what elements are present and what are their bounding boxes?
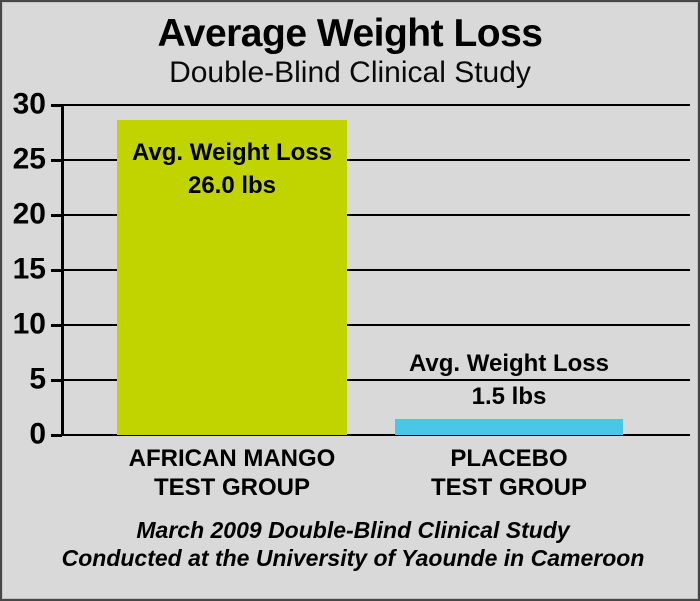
chart-subtitle: Double-Blind Clinical Study	[169, 56, 531, 89]
gridline-5	[62, 379, 690, 381]
plot-area: Avg. Weight Loss 26.0 lbs Avg. Weight Lo…	[13, 89, 690, 449]
chart-title: Average Weight Loss	[157, 12, 543, 55]
y-tick-20	[51, 213, 62, 217]
y-axis-label-25: 25	[12, 142, 46, 176]
category-placebo-line2: TEST GROUP	[430, 474, 587, 501]
category-placebo-line1: PLACEBO	[450, 445, 568, 472]
footer-caption: March 2009 Double-Blind Clinical Study C…	[12, 516, 694, 572]
bar-placebo-label-line1: Avg. Weight Loss	[408, 349, 609, 377]
gridline-15	[62, 269, 690, 271]
y-axis-label-20: 20	[12, 197, 46, 231]
y-tick-0	[51, 433, 62, 437]
category-african-mango-line1: AFRICAN MANGO	[128, 445, 336, 472]
bar-placebo-value-label: Avg. Weight Loss 1.5 lbs	[395, 347, 623, 413]
bar-african-mango: Avg. Weight Loss 26.0 lbs	[117, 120, 347, 435]
gridline-20	[62, 214, 690, 216]
gridline-0	[62, 434, 690, 436]
y-tick-15	[51, 268, 62, 272]
y-axis-label-30: 30	[12, 87, 46, 121]
category-label-placebo: PLACEBO TEST GROUP	[359, 444, 659, 502]
gridline-25	[62, 159, 690, 161]
category-african-mango-line2: TEST GROUP	[153, 474, 310, 501]
y-axis-label-10: 10	[12, 307, 46, 341]
y-tick-10	[51, 323, 62, 327]
bar-african-mango-label-line1: Avg. Weight Loss	[131, 139, 332, 167]
gridline-30	[62, 104, 690, 106]
bar-placebo	[395, 418, 623, 435]
bar-african-mango-value-label: Avg. Weight Loss 26.0 lbs	[117, 136, 347, 202]
bar-african-mango-label-line2: 26.0 lbs	[187, 172, 277, 200]
y-tick-5	[51, 378, 62, 382]
y-axis-label-15: 15	[12, 252, 46, 286]
bar-placebo-label-line2: 1.5 lbs	[471, 382, 547, 410]
y-tick-25	[51, 158, 62, 162]
y-axis-label-0: 0	[29, 417, 46, 451]
category-label-african-mango: AFRICAN MANGO TEST GROUP	[82, 444, 382, 502]
y-axis-label-5: 5	[29, 362, 46, 396]
footer-line1: March 2009 Double-Blind Clinical Study	[136, 517, 570, 543]
gridline-10	[62, 324, 690, 326]
y-tick-30	[51, 103, 62, 107]
footer-line2: Conducted at the University of Yaounde i…	[61, 545, 645, 571]
